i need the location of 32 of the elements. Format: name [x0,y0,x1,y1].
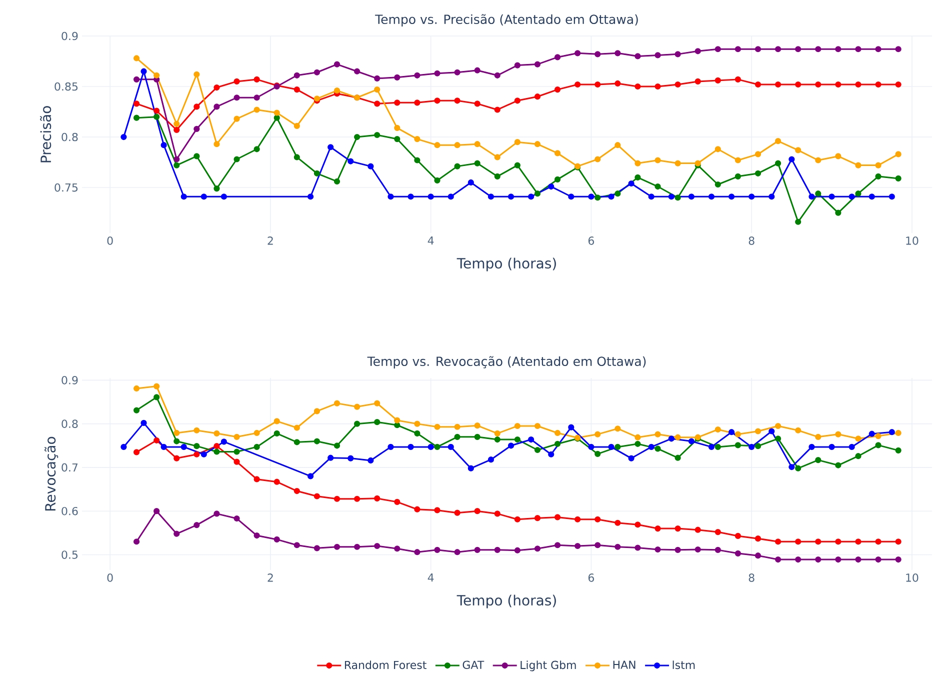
y-tick-label: 0.9 [62,376,78,384]
x-tick-label: 4 [428,236,434,244]
y-tick-label: 0.8 [62,132,78,141]
x-tick-label: 8 [748,573,754,582]
y-tick-label: 0.6 [62,506,78,516]
y-tick-label: 0.5 [62,550,78,559]
x-tick-label: 4 [428,573,434,582]
y-axis-title: Revocação [44,436,58,510]
legend-label: lstm [672,660,695,669]
y-tick-label: 0.7 [62,463,78,472]
chart-title: Tempo vs. Precisão (Atentado em Ottawa) [375,14,638,26]
chart-title: Tempo vs. Revocação (Atentado em Ottawa) [367,356,646,368]
x-tick-label: 0 [107,236,113,245]
y-tick-label: 0.75 [54,183,78,192]
y-axis-title: Precisão [40,106,52,162]
x-tick-label: 10 [906,573,918,582]
y-tick-label: 0.9 [62,32,78,40]
x-tick-label: 2 [268,573,273,582]
x-axis-title: Tempo (horas) [456,258,556,272]
y-tick-label: 0.85 [54,82,78,90]
x-axis-title: Tempo (horas) [456,594,556,608]
legend-label: GAT [462,660,484,669]
y-tick-label: 0.8 [62,419,78,428]
legend-label: HAN [613,660,636,669]
x-tick-label: 10 [906,236,918,245]
x-tick-label: 6 [588,573,594,582]
x-tick-label: 8 [748,236,754,245]
legend-label: Random Forest [344,660,426,669]
x-tick-label: 6 [588,236,594,245]
x-tick-label: 0 [107,573,113,582]
legend-label: Light Gbm [520,660,576,672]
x-tick-label: 2 [268,236,273,244]
